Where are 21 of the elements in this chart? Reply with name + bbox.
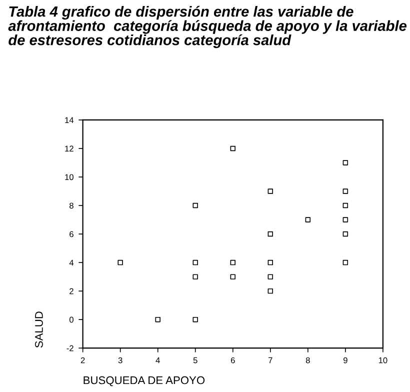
x-tick-label: 2 [80,357,85,364]
y-axis-title: SALUD [35,312,43,348]
y-tick-label: 0 [69,316,74,323]
y-tick-label: 12 [65,146,74,152]
y-tick-label: 6 [70,231,74,238]
y-tick-label: 8 [70,202,74,209]
x-tick-label: 9 [344,357,348,364]
x-tick-label: 5 [193,357,198,364]
y-tick-label: 10 [65,174,74,180]
y-tick-label: 14 [65,117,74,123]
x-tick-label: 3 [118,357,122,364]
x-tick-label: 10 [378,357,388,364]
x-tick-label: 7 [268,357,272,364]
y-tick-label: 2 [70,288,74,294]
x-tick-label: 4 [156,357,160,364]
x-tick-label: 6 [230,357,235,364]
x-tick-label: 8 [306,357,310,364]
chart-title: Tabla 4 grafico de dispersión entre las variable de afrontamiento categoría búsqueda de apoyo y la variable de estresores cotidianos categoría salud [8,6,407,48]
y-tick-label: 4 [69,260,74,266]
x-axis-title: BUSQUEDA DE APOYO [84,376,205,386]
y-tick-label: -2 [66,345,74,352]
